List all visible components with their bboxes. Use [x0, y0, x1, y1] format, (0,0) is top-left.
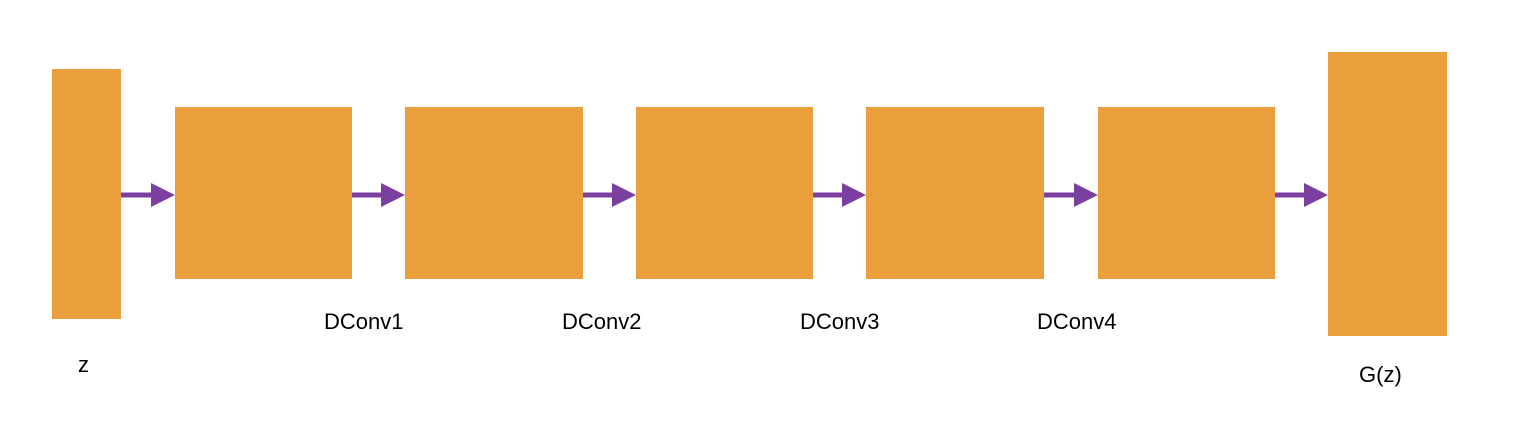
arrow-1: [121, 183, 175, 207]
arrow-4: [813, 183, 866, 207]
arrow-2: [352, 183, 405, 207]
arrow-5: [1044, 183, 1098, 207]
arrow-6: [1275, 183, 1328, 207]
arrow-3: [583, 183, 636, 207]
